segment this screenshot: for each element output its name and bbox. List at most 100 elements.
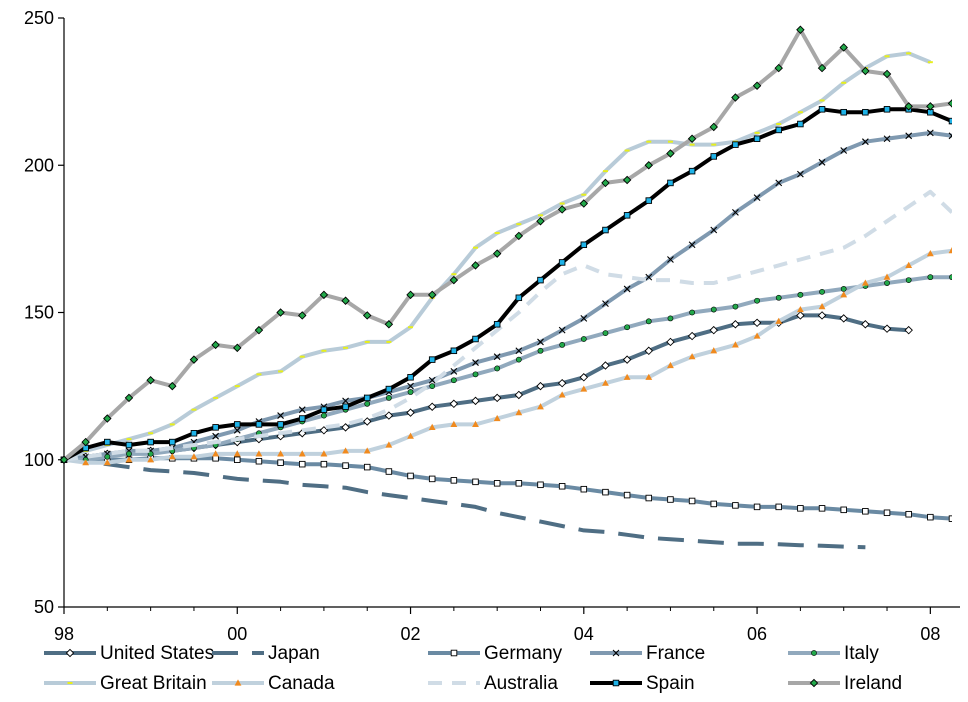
data-point (385, 441, 393, 448)
data-point (514, 231, 524, 241)
data-point (190, 429, 198, 437)
data-point (818, 106, 826, 113)
data-point (493, 321, 501, 328)
data-point (319, 426, 329, 435)
data-point (384, 320, 394, 329)
data-point (687, 331, 697, 341)
legend-item: United States (44, 643, 214, 664)
series-line (63, 189, 952, 462)
data-point (731, 320, 740, 329)
data-point (754, 297, 760, 304)
data-point (905, 132, 913, 140)
data-point (557, 205, 567, 214)
data-point (883, 135, 891, 143)
data-point (558, 483, 566, 490)
data-point (645, 197, 653, 204)
data-point (710, 306, 717, 313)
legend: United States Japan Germany France Italy Grea… (44, 643, 902, 694)
data-point (883, 509, 891, 517)
data-point (493, 414, 501, 422)
series-layer (59, 25, 952, 550)
data-point (362, 311, 372, 320)
series-germany (60, 455, 952, 522)
legend-item: Great Britain (44, 673, 207, 694)
legend-item: Spain (590, 673, 695, 694)
data-point (753, 332, 761, 339)
data-point (449, 399, 459, 409)
series-france (60, 129, 952, 464)
data-point (407, 374, 414, 381)
data-point (429, 383, 436, 390)
data-point (234, 421, 241, 428)
data-point (840, 506, 847, 514)
data-point (190, 453, 198, 460)
data-point (472, 478, 479, 486)
data-point (904, 102, 913, 111)
data-point (645, 318, 652, 325)
data-point (298, 460, 306, 468)
data-point (752, 81, 762, 90)
data-point (927, 274, 934, 281)
data-point (65, 648, 75, 658)
data-point (809, 678, 819, 688)
data-point (612, 649, 620, 657)
legend-item: Germany (428, 643, 563, 664)
legend-label: United States (100, 643, 214, 664)
data-point (601, 361, 610, 370)
data-point (819, 288, 825, 295)
series-spain (60, 106, 952, 464)
y-tick-label: 200 (24, 155, 54, 175)
legend-item: Ireland (788, 673, 902, 694)
series-united-states (59, 311, 913, 464)
data-point (558, 259, 566, 266)
data-point (212, 432, 219, 440)
data-point (472, 420, 479, 428)
data-point (818, 505, 826, 512)
data-point (775, 126, 782, 134)
legend-item: Canada (212, 673, 335, 694)
data-point (385, 385, 393, 393)
data-point (775, 294, 782, 301)
x-tick-label: 02 (401, 624, 421, 644)
data-point (515, 347, 523, 355)
data-point (255, 457, 263, 465)
data-point (840, 147, 848, 154)
data-point (472, 335, 479, 343)
data-point (948, 515, 952, 522)
data-point (797, 505, 804, 512)
data-point (277, 412, 284, 419)
data-point (407, 389, 414, 395)
data-point (753, 135, 761, 142)
data-point (580, 485, 588, 493)
series-canada (60, 247, 952, 466)
data-point (407, 382, 414, 390)
data-point (169, 438, 176, 446)
legend-item: Australia (428, 673, 558, 694)
data-point (862, 108, 869, 116)
data-point (407, 432, 414, 439)
legend-item: France (590, 643, 705, 664)
data-point (450, 477, 458, 484)
data-point (731, 93, 740, 102)
data-point (775, 503, 782, 511)
data-point (644, 161, 654, 170)
data-point (796, 25, 805, 35)
data-point (537, 338, 544, 346)
data-point (709, 122, 718, 132)
data-point (233, 426, 241, 434)
data-point (710, 347, 718, 354)
data-point (948, 247, 952, 254)
data-point (840, 286, 847, 292)
legend-label: Germany (484, 643, 563, 664)
data-point (125, 441, 133, 449)
data-point (905, 277, 912, 284)
data-point (622, 355, 632, 364)
data-point (515, 409, 523, 416)
data-point (234, 679, 242, 686)
data-point (189, 355, 199, 364)
data-point (320, 450, 328, 457)
data-point (536, 381, 545, 391)
data-point (277, 421, 284, 428)
data-point (342, 403, 349, 410)
data-point (428, 475, 436, 483)
